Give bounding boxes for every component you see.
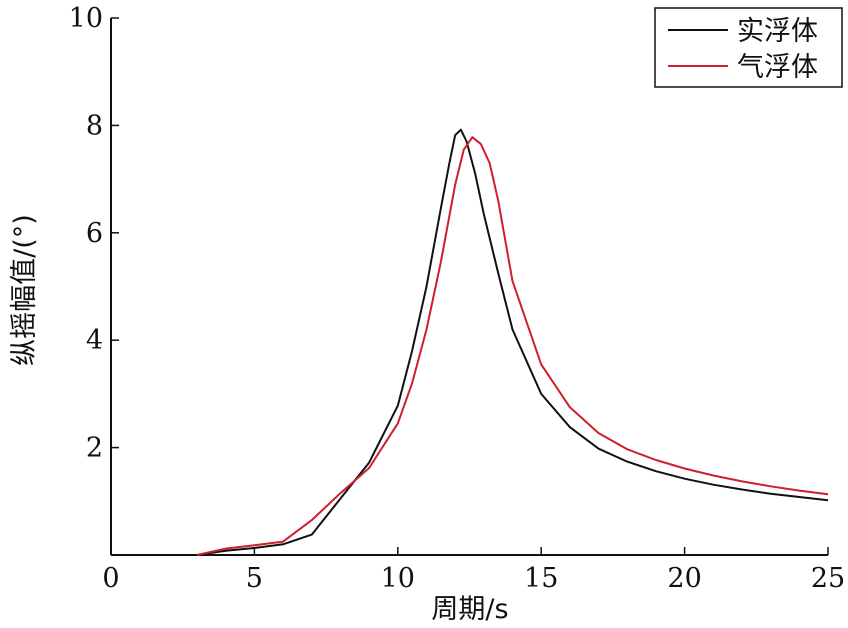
- y-ticks: 2 4 6 8 10: [69, 3, 119, 464]
- x-tick-label: 20: [667, 563, 701, 594]
- axes: [110, 18, 828, 556]
- y-tick-label: 10: [69, 3, 103, 34]
- legend: 实浮体 气浮体: [654, 7, 843, 88]
- x-tick-label: 5: [246, 563, 263, 594]
- x-tick-label: 0: [102, 563, 119, 594]
- y-tick-label: 6: [86, 218, 103, 249]
- legend-label-air-body: 气浮体: [737, 52, 818, 83]
- series-line-air-body: [196, 136, 829, 556]
- x-tick-label: 15: [524, 563, 558, 594]
- y-tick-label: 4: [86, 325, 103, 356]
- y-tick-label: 8: [86, 110, 103, 141]
- y-tick-label: 2: [86, 433, 103, 464]
- series-line-solid-body: [196, 128, 829, 556]
- x-tick-label: 10: [381, 563, 415, 594]
- x-tick-label: 25: [811, 563, 845, 594]
- x-axis-title: 周期/s: [431, 594, 508, 625]
- legend-box: [654, 7, 843, 88]
- series-lines: [196, 128, 829, 556]
- y-axis-title: 纵摇幅值/(°): [9, 214, 40, 366]
- legend-label-solid-body: 实浮体: [737, 16, 818, 47]
- x-ticks: 0 5 10 15 20 25: [102, 547, 845, 594]
